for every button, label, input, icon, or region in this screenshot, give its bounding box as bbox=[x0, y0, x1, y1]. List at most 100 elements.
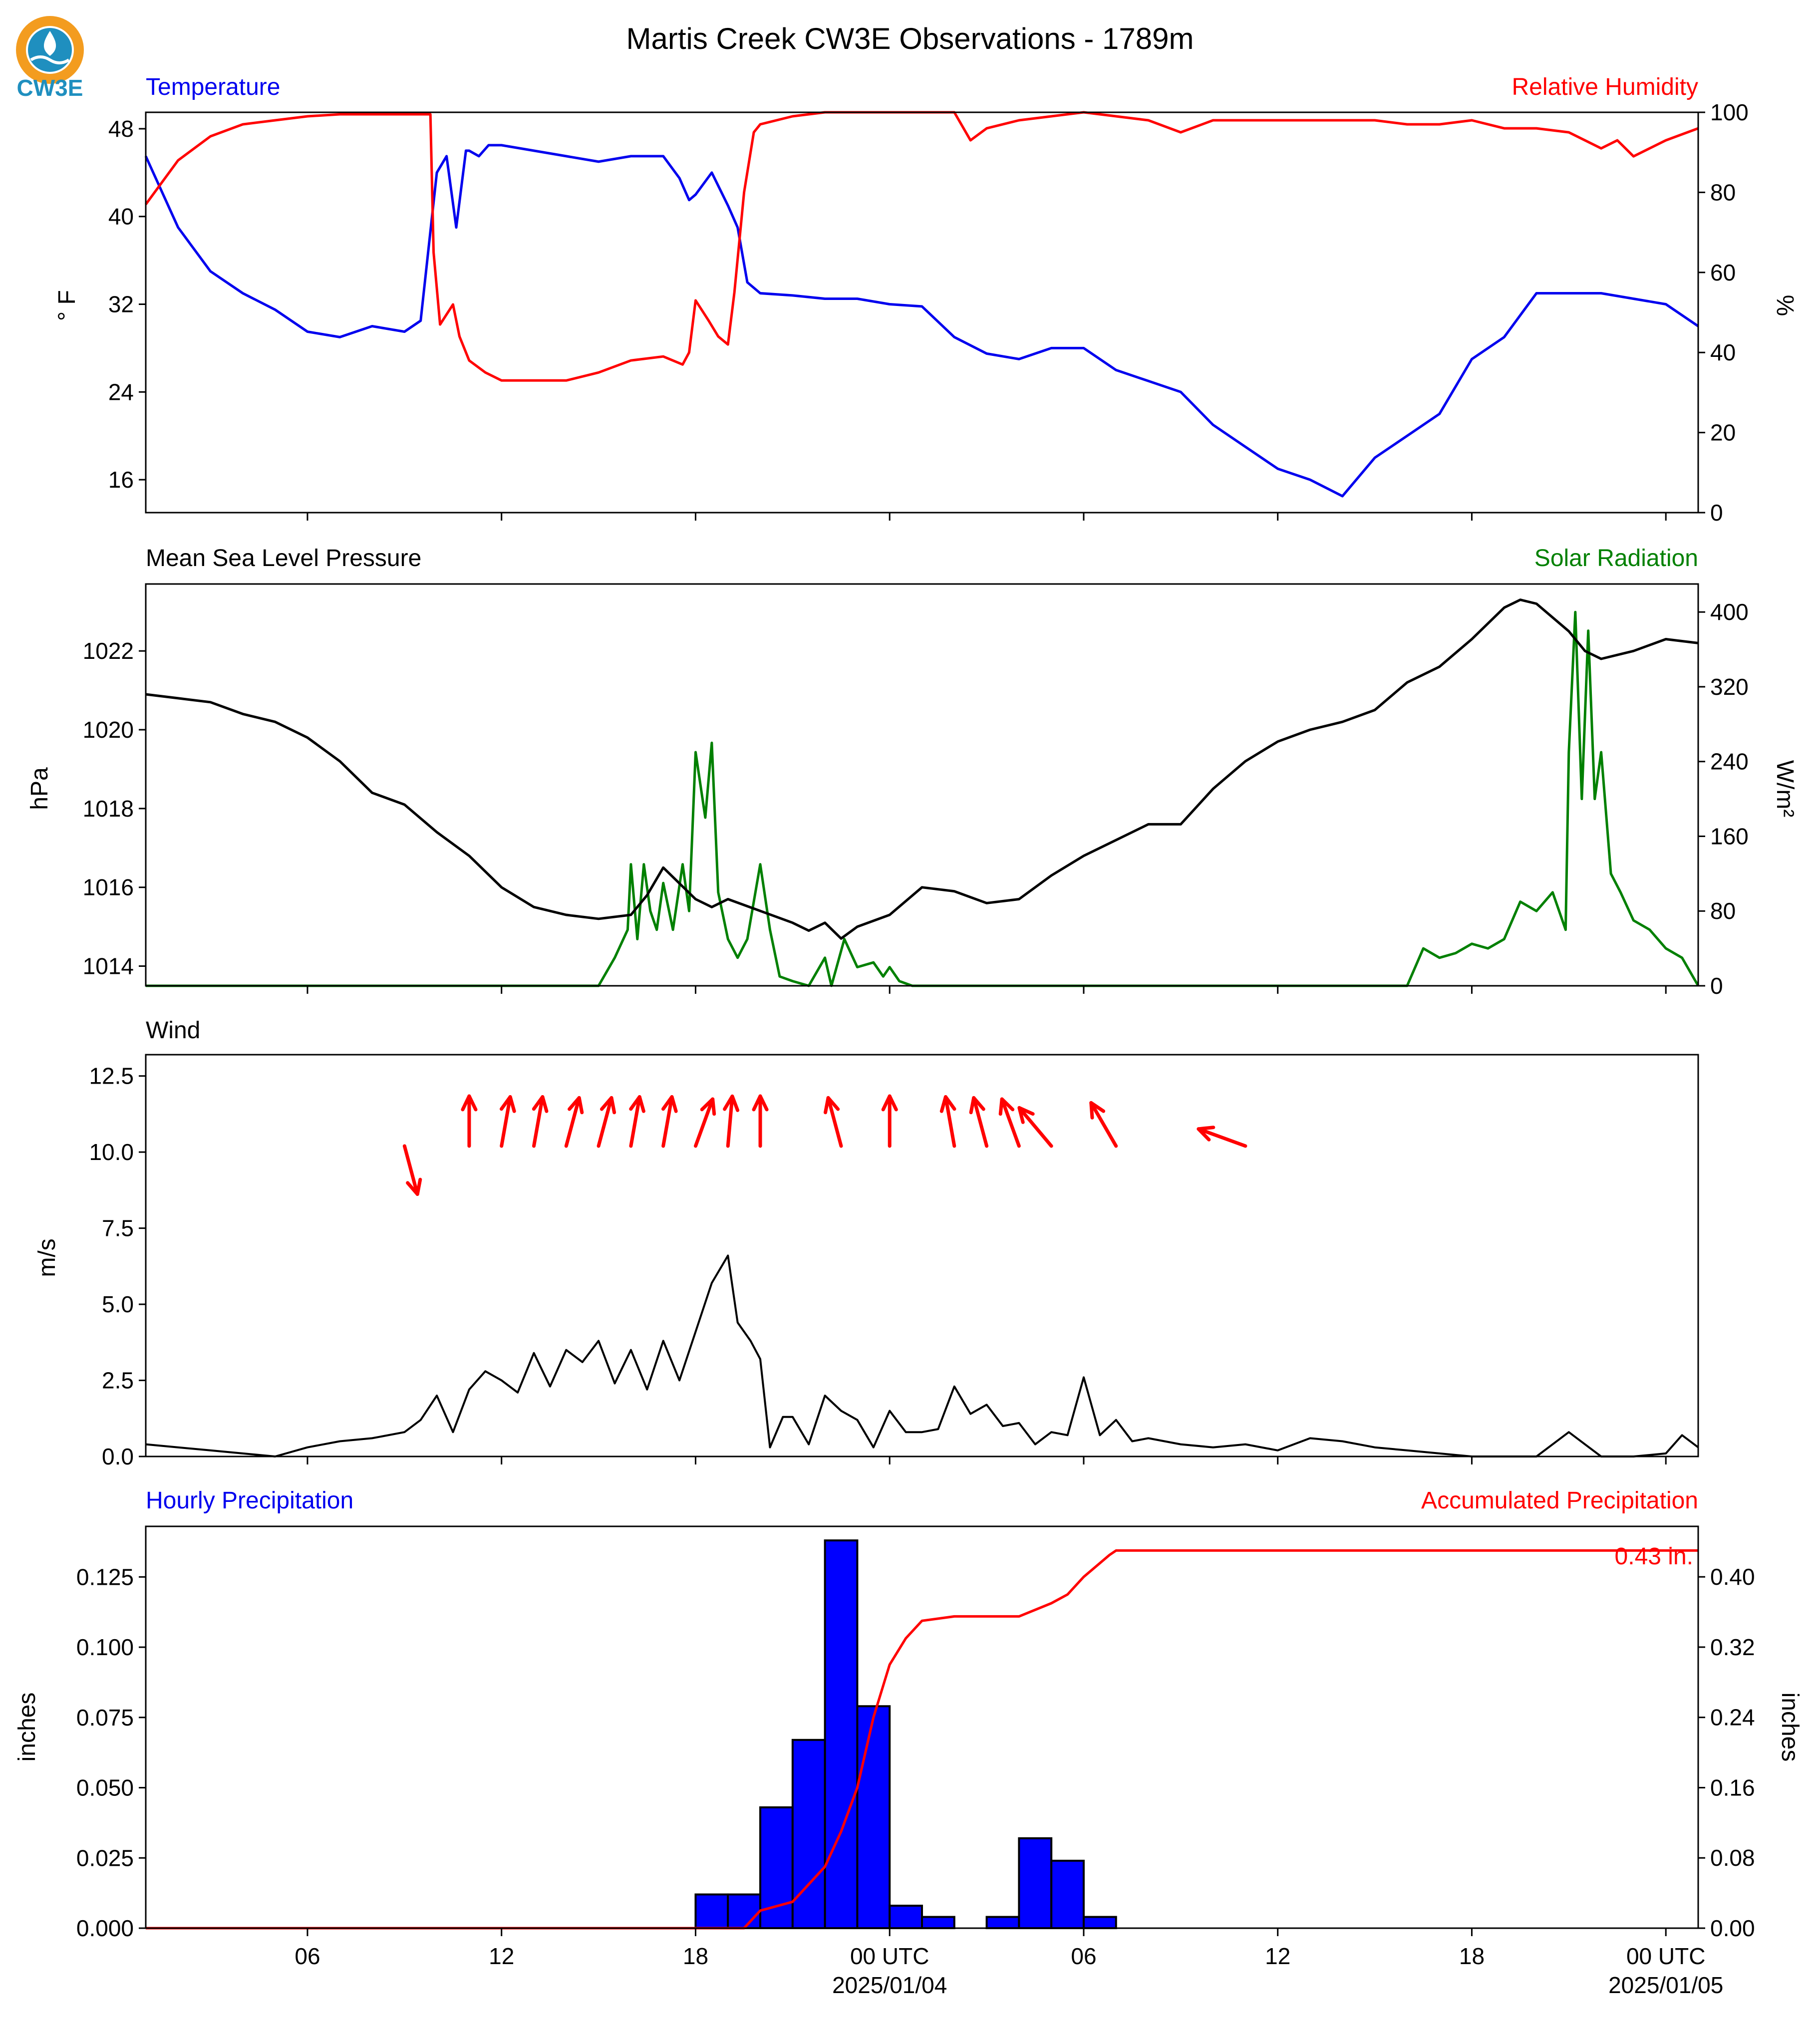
drop-icon bbox=[43, 31, 56, 56]
wind-arrow-head bbox=[1017, 1106, 1035, 1124]
relative-humidity-label: Relative Humidity bbox=[1512, 74, 1698, 100]
y-tick-label: 10.0 bbox=[89, 1139, 134, 1165]
wind-arrow bbox=[723, 1094, 740, 1148]
pressure-left-ticks: 1022 1020 1018 1016 1014 bbox=[83, 638, 146, 979]
chart-title: Martis Creek CW3E Observations - 1789m bbox=[626, 22, 1194, 55]
wind-plot-frame bbox=[145, 1054, 1699, 1457]
temperature-unit: ° F bbox=[54, 290, 80, 321]
wind-arrow-shaft bbox=[661, 1095, 674, 1148]
hourly-precip-label: Hourly Precipitation bbox=[146, 1487, 353, 1514]
wind-arrow bbox=[998, 1097, 1021, 1148]
wind-arrow-shaft bbox=[726, 1094, 734, 1148]
solar-unit: W/m² bbox=[1772, 760, 1798, 818]
precip-bar bbox=[889, 1904, 923, 1930]
wind-arrow bbox=[1089, 1101, 1118, 1148]
precip-left-unit: inches bbox=[14, 1693, 40, 1762]
y2-tick-label: 320 bbox=[1710, 674, 1749, 700]
y-tick-label: 0.100 bbox=[76, 1634, 134, 1660]
wind-arrow-head bbox=[406, 1177, 422, 1196]
y2-tick-label: 0.08 bbox=[1710, 1845, 1755, 1871]
temperature-line bbox=[144, 144, 1699, 498]
y-tick-label: 0.050 bbox=[76, 1775, 134, 1801]
wind-arrow bbox=[461, 1094, 478, 1148]
wind-arrow bbox=[693, 1097, 716, 1148]
y-tick-label: 1022 bbox=[83, 638, 134, 664]
cw3e-logo: CW3E bbox=[16, 16, 84, 101]
hourly-precip-bars bbox=[694, 1539, 1117, 1930]
wind-arrow-head bbox=[461, 1094, 478, 1112]
x-tick-label: 12 bbox=[1265, 1943, 1290, 1969]
y-tick-label: 7.5 bbox=[102, 1215, 134, 1241]
y2-tick-label: 0 bbox=[1710, 500, 1723, 526]
y-tick-label: 48 bbox=[108, 116, 134, 142]
wind-arrow-shaft bbox=[532, 1095, 545, 1148]
y2-tick-label: 20 bbox=[1710, 420, 1736, 446]
y2-tick-label: 60 bbox=[1710, 260, 1736, 286]
y-tick-label: 0.0 bbox=[102, 1444, 134, 1469]
temperature-label: Temperature bbox=[146, 74, 280, 100]
wind-arrow-head bbox=[752, 1094, 769, 1112]
precip-bar bbox=[1082, 1916, 1117, 1929]
precip-x-ticks bbox=[306, 1928, 1667, 1936]
wind-arrow bbox=[402, 1144, 422, 1196]
accumulated-precip-label: Accumulated Precipitation bbox=[1421, 1487, 1698, 1514]
wind-arrow-shaft bbox=[1017, 1106, 1053, 1148]
wave-icon bbox=[30, 55, 70, 64]
temperature-x-ticks bbox=[306, 513, 1667, 521]
wind-arrow-head bbox=[969, 1096, 985, 1115]
y-tick-label: 0.000 bbox=[76, 1915, 134, 1941]
x-tick-label: 00 UTC bbox=[1626, 1943, 1705, 1969]
x-axis-labels: 06 12 18 00 UTC 06 12 18 00 UTC 2025/01/04 2025/0… bbox=[295, 1943, 1723, 1998]
wind-arrow bbox=[532, 1095, 549, 1148]
y-tick-label: 0.075 bbox=[76, 1705, 134, 1731]
wind-arrow-shaft bbox=[826, 1096, 843, 1148]
accumulated-total-label: 0.43 in. bbox=[1615, 1543, 1693, 1570]
wind-arrow-head bbox=[661, 1095, 678, 1113]
y2-tick-label: 80 bbox=[1710, 179, 1736, 205]
panel-temperature: Temperature Relative Humidity 48 40 32 24 16… bbox=[54, 74, 1798, 526]
logo-ring bbox=[16, 16, 84, 84]
wind-arrow-head bbox=[600, 1096, 616, 1115]
wind-arrow-head bbox=[939, 1095, 956, 1113]
panel-precipitation: Hourly Precipitation Accumulated Precipi… bbox=[14, 1487, 1803, 1998]
precip-plot-frame bbox=[145, 1525, 1699, 1929]
y-tick-label: 1016 bbox=[83, 874, 134, 900]
x-tick-label: 00 UTC bbox=[850, 1943, 929, 1969]
wind-label: Wind bbox=[146, 1017, 200, 1044]
wind-arrow bbox=[500, 1095, 516, 1148]
wind-arrow bbox=[564, 1096, 584, 1148]
y-tick-label: 2.5 bbox=[102, 1368, 134, 1394]
y-tick-label: 5.0 bbox=[102, 1291, 134, 1317]
y2-tick-label: 0.00 bbox=[1710, 1915, 1755, 1941]
wind-speed-line bbox=[145, 1254, 1699, 1457]
y2-tick-label: 100 bbox=[1710, 99, 1749, 125]
precip-bar bbox=[1018, 1837, 1053, 1929]
precip-bar bbox=[856, 1705, 891, 1930]
wind-arrow-shaft bbox=[500, 1095, 512, 1148]
wind-arrow-shaft bbox=[943, 1095, 956, 1148]
y-tick-label: 40 bbox=[108, 204, 134, 230]
x-date-label: 2025/01/05 bbox=[1608, 1972, 1723, 1998]
y-tick-label: 0.125 bbox=[76, 1564, 134, 1590]
solar-radiation-line bbox=[146, 610, 1700, 987]
y2-tick-label: 0.24 bbox=[1710, 1705, 1755, 1731]
precip-bar bbox=[921, 1916, 955, 1929]
wind-arrow-shaft bbox=[564, 1096, 581, 1148]
precip-right-ticks: 0.40 0.32 0.24 0.16 0.08 0.00 bbox=[1698, 1564, 1755, 1941]
precip-right-unit: inches bbox=[1777, 1693, 1803, 1762]
wind-arrow-head bbox=[824, 1096, 840, 1115]
precip-bar bbox=[791, 1738, 826, 1930]
wind-arrow-shaft bbox=[597, 1096, 613, 1148]
wind-arrow-head bbox=[998, 1097, 1015, 1116]
wind-arrow bbox=[661, 1095, 678, 1148]
wind-arrow-shaft bbox=[402, 1144, 419, 1196]
relative-humidity-line bbox=[144, 111, 1699, 382]
y-tick-label: 1014 bbox=[83, 953, 134, 979]
wind-arrow-head bbox=[629, 1095, 645, 1113]
wind-arrow-shaft bbox=[1197, 1127, 1247, 1148]
wind-arrow bbox=[597, 1096, 616, 1148]
precip-bar bbox=[824, 1539, 859, 1930]
pressure-x-ticks bbox=[306, 986, 1667, 994]
y2-tick-label: 160 bbox=[1710, 823, 1749, 849]
